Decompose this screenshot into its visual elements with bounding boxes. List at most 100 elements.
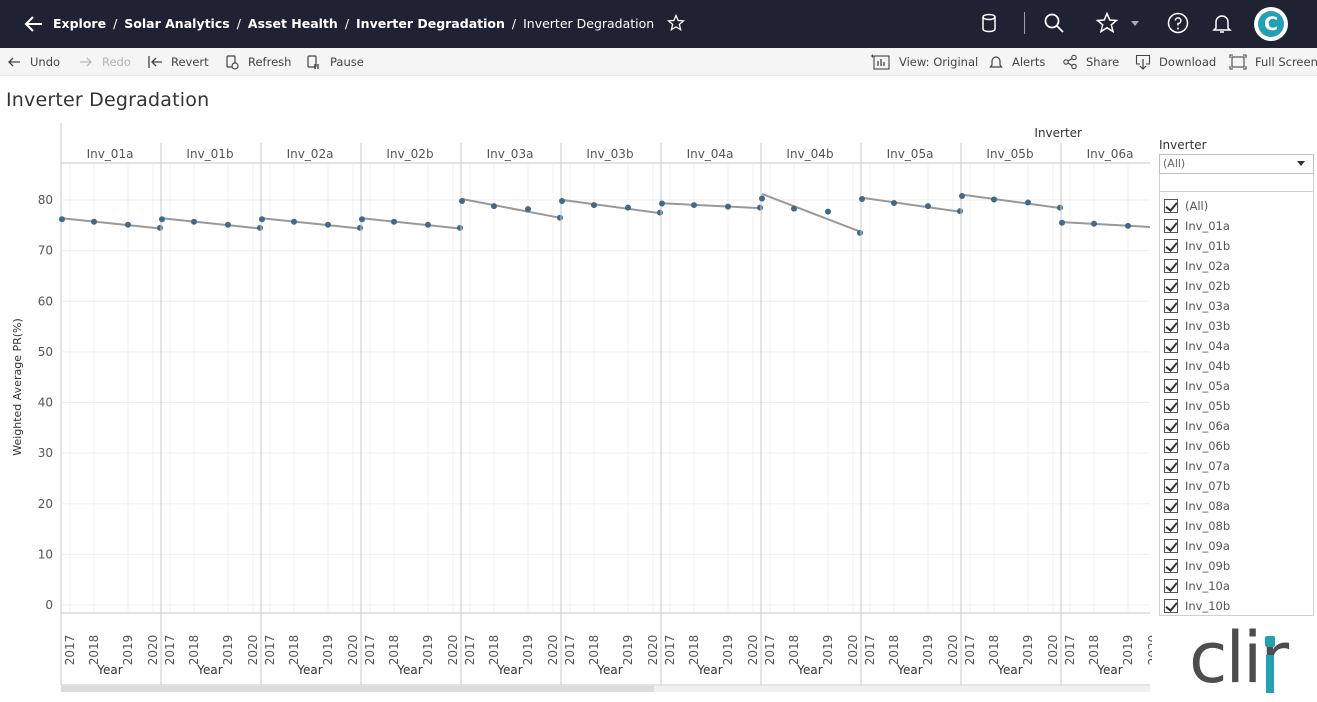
filter-item[interactable]: Inv_01a [1160,216,1313,236]
data-point[interactable] [791,205,797,212]
checkbox-checked[interactable] [1164,579,1178,593]
checkbox-checked[interactable] [1164,379,1178,393]
filter-item[interactable]: Inv_03b [1160,316,1313,336]
breadcrumb-explore[interactable]: Explore [53,15,107,31]
checkbox-checked[interactable] [1164,279,1178,293]
share-button[interactable]: Share [1062,48,1119,76]
checkbox-checked[interactable] [1164,299,1178,313]
data-point[interactable] [1057,204,1063,211]
avatar[interactable]: C [1254,7,1288,41]
filter-dropdown[interactable]: (All) [1159,154,1314,174]
data-point[interactable] [391,218,397,225]
data-point[interactable] [659,200,665,207]
data-point[interactable] [191,218,197,225]
data-point[interactable] [125,221,131,228]
data-point[interactable] [759,195,765,202]
scrollbar-thumb[interactable] [61,686,654,692]
data-point[interactable] [59,216,65,223]
filter-item[interactable]: Inv_01b [1160,236,1313,256]
chart-svg[interactable]: 0 10 20 30 40 50 60 70 80 Weighted Average PR(%) I… [0,115,1160,695]
filter-item[interactable]: Inv_04a [1160,336,1313,356]
checkbox-checked[interactable] [1164,339,1178,353]
data-point[interactable] [557,214,563,221]
data-point[interactable] [459,198,465,205]
notification-bell-icon[interactable] [1210,11,1234,35]
data-point[interactable] [657,209,663,216]
full-screen-button[interactable]: Full Screen [1229,48,1317,76]
data-point[interactable] [225,221,231,228]
filter-item[interactable]: Inv_05b [1160,396,1313,416]
checkbox-checked[interactable] [1164,359,1178,373]
checkbox-checked[interactable] [1164,599,1178,613]
data-point[interactable] [157,224,163,231]
alerts-button[interactable]: Alerts [988,48,1045,76]
revert-button[interactable]: Revert [147,48,209,76]
checkbox-checked[interactable] [1164,479,1178,493]
horizontal-scrollbar[interactable] [61,686,1150,692]
checkbox-checked[interactable] [1164,199,1178,213]
degradation-chart[interactable]: 0 10 20 30 40 50 60 70 80 Weighted Average PR(%) I… [0,115,1160,699]
filter-item[interactable]: Inv_10a [1160,576,1313,596]
data-point[interactable] [357,224,363,231]
breadcrumb-asset-health[interactable]: Asset Health [247,15,338,31]
checkbox-checked[interactable] [1164,459,1178,473]
back-arrow-icon[interactable] [22,12,46,36]
data-point[interactable] [259,216,265,223]
favorite-star-icon[interactable] [666,13,686,33]
checkbox-checked[interactable] [1164,519,1178,533]
data-point[interactable] [291,218,297,225]
help-icon[interactable] [1166,11,1190,35]
checkbox-checked[interactable] [1164,259,1178,273]
data-point[interactable] [991,196,997,203]
data-point[interactable] [891,200,897,207]
search-icon[interactable] [1042,11,1066,35]
filter-item[interactable]: Inv_10b [1160,596,1313,615]
checkbox-checked[interactable] [1164,539,1178,553]
datasource-icon[interactable] [977,11,1001,35]
data-point[interactable] [1025,199,1031,206]
data-point[interactable] [691,202,697,209]
pause-button[interactable]: Pause [306,48,364,76]
filter-item[interactable]: Inv_08a [1160,496,1313,516]
filter-item[interactable]: Inv_04b [1160,356,1313,376]
data-point[interactable] [159,216,165,223]
filter-item[interactable]: Inv_03a [1160,296,1313,316]
filter-item[interactable]: (All) [1160,196,1313,216]
breadcrumb-solar-analytics[interactable]: Solar Analytics [124,15,230,31]
redo-button[interactable]: Redo [78,48,131,76]
data-point[interactable] [757,204,763,211]
data-point[interactable] [491,203,497,210]
checkbox-checked[interactable] [1164,499,1178,513]
data-point[interactable] [1091,220,1097,227]
data-point[interactable] [857,229,863,236]
data-point[interactable] [525,206,531,213]
checkbox-checked[interactable] [1164,239,1178,253]
filter-search-input[interactable] [1159,174,1314,192]
data-point[interactable] [625,204,631,211]
data-point[interactable] [1125,222,1131,229]
data-point[interactable] [559,198,565,205]
download-button[interactable]: Download [1135,48,1216,76]
filter-item[interactable]: Inv_02a [1160,256,1313,276]
data-point[interactable] [257,224,263,231]
undo-button[interactable]: Undo [6,48,60,76]
data-point[interactable] [957,208,963,215]
data-point[interactable] [457,224,463,231]
filter-item[interactable]: Inv_07b [1160,476,1313,496]
filter-item[interactable]: Inv_09b [1160,556,1313,576]
data-point[interactable] [359,216,365,223]
data-point[interactable] [1059,219,1065,226]
data-point[interactable] [325,221,331,228]
checkbox-checked[interactable] [1164,219,1178,233]
chevron-down-icon[interactable] [1128,11,1142,35]
filter-item[interactable]: Inv_08b [1160,516,1313,536]
filter-checkbox-list[interactable]: (All) Inv_01a Inv_01b Inv_02a Inv_02b Inv_03a… [1159,192,1314,616]
filter-item[interactable]: Inv_05a [1160,376,1313,396]
data-point[interactable] [959,192,965,199]
filter-item[interactable]: Inv_06a [1160,416,1313,436]
filter-item[interactable]: Inv_07a [1160,456,1313,476]
data-point[interactable] [591,202,597,209]
checkbox-checked[interactable] [1164,419,1178,433]
checkbox-checked[interactable] [1164,399,1178,413]
filter-item[interactable]: Inv_06b [1160,436,1313,456]
